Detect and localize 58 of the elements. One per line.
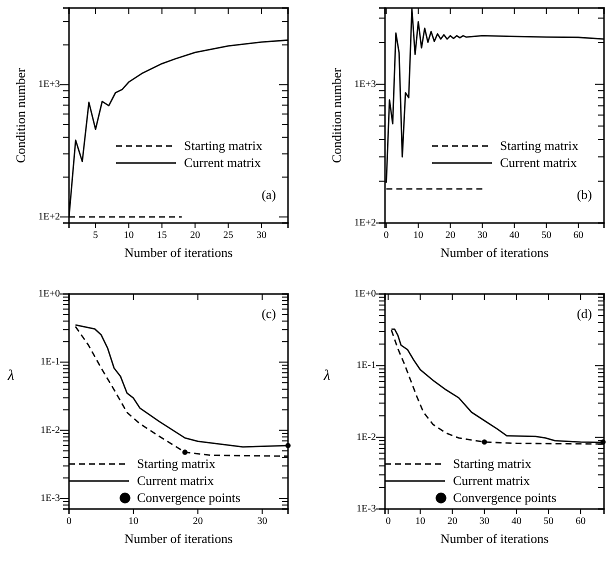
x-tick-label: 60 bbox=[576, 516, 586, 528]
x-tick-label: 60 bbox=[573, 230, 584, 242]
x-tick-label: 25 bbox=[223, 230, 234, 242]
x-tick-label: 0 bbox=[66, 516, 72, 528]
x-axis-title: Number of iterations bbox=[440, 531, 549, 546]
x-tick-label: 40 bbox=[511, 516, 522, 528]
x-tick-label: 40 bbox=[509, 230, 520, 242]
legend-label: Starting matrix bbox=[453, 456, 532, 471]
y-tick-label: 1E+3 bbox=[38, 79, 60, 90]
x-tick-label: 10 bbox=[128, 516, 138, 528]
y-axis-title: Condition number bbox=[13, 67, 28, 163]
annotation: (d) bbox=[576, 306, 592, 321]
legend-label: Starting matrix bbox=[137, 456, 216, 471]
y-axis-title: λ bbox=[6, 368, 15, 384]
x-tick-label: 0 bbox=[386, 516, 391, 528]
x-tick-label: 50 bbox=[541, 230, 552, 242]
y-tick-label: 1E+2 bbox=[354, 218, 376, 228]
legend-label: Convergence points bbox=[453, 490, 556, 505]
y-tick-label: 1E-1 bbox=[356, 360, 376, 372]
y-tick-label: 1E-2 bbox=[356, 432, 376, 443]
y-axis-title: λ bbox=[322, 368, 331, 384]
x-tick-label: 10 bbox=[413, 230, 424, 242]
y-tick-label: 1E-2 bbox=[40, 424, 60, 436]
x-tick-label: 20 bbox=[447, 516, 458, 528]
x-axis-title: Number of iterations bbox=[440, 245, 549, 260]
x-tick-label: 10 bbox=[415, 516, 426, 528]
x-tick-label: 10 bbox=[124, 230, 134, 242]
x-tick-label: 20 bbox=[445, 230, 456, 242]
y-tick-label: 1E+2 bbox=[38, 211, 60, 222]
y-axis-title: Condition number bbox=[329, 67, 344, 163]
legend-label: Current matrix bbox=[500, 155, 578, 170]
annotation: (a) bbox=[262, 187, 276, 202]
x-tick-label: 30 bbox=[256, 230, 266, 242]
y-tick-label: 1E+0 bbox=[38, 288, 60, 300]
x-axis-title: Number of iterations bbox=[124, 531, 233, 546]
x-tick-label: 0 bbox=[384, 230, 389, 242]
x-tick-label: 20 bbox=[192, 516, 203, 528]
x-tick-label: 5 bbox=[93, 230, 98, 242]
x-tick-label: 20 bbox=[190, 230, 200, 242]
x-tick-label: 30 bbox=[477, 230, 488, 242]
y-tick-label: 1E+0 bbox=[354, 288, 376, 300]
y-tick-label: 1E-3 bbox=[40, 492, 60, 504]
x-tick-label: 15 bbox=[156, 230, 167, 242]
legend-label: Starting matrix bbox=[500, 138, 579, 153]
legend-label: Starting matrix bbox=[184, 138, 263, 153]
legend-label: Current matrix bbox=[453, 473, 530, 488]
legend-label: Convergence points bbox=[137, 490, 240, 505]
x-tick-label: 50 bbox=[544, 516, 554, 528]
x-axis-title: Number of iterations bbox=[124, 245, 233, 260]
y-tick-label: 1E-3 bbox=[356, 504, 376, 514]
y-tick-label: 1E+3 bbox=[354, 78, 376, 90]
y-tick-label: 1E-1 bbox=[40, 356, 60, 368]
annotation: (b) bbox=[576, 187, 592, 202]
x-tick-label: 30 bbox=[257, 516, 268, 528]
x-tick-label: 30 bbox=[479, 516, 490, 528]
legend-label: Current matrix bbox=[184, 155, 262, 170]
annotation: (c) bbox=[262, 306, 276, 321]
legend-label: Current matrix bbox=[137, 473, 214, 488]
